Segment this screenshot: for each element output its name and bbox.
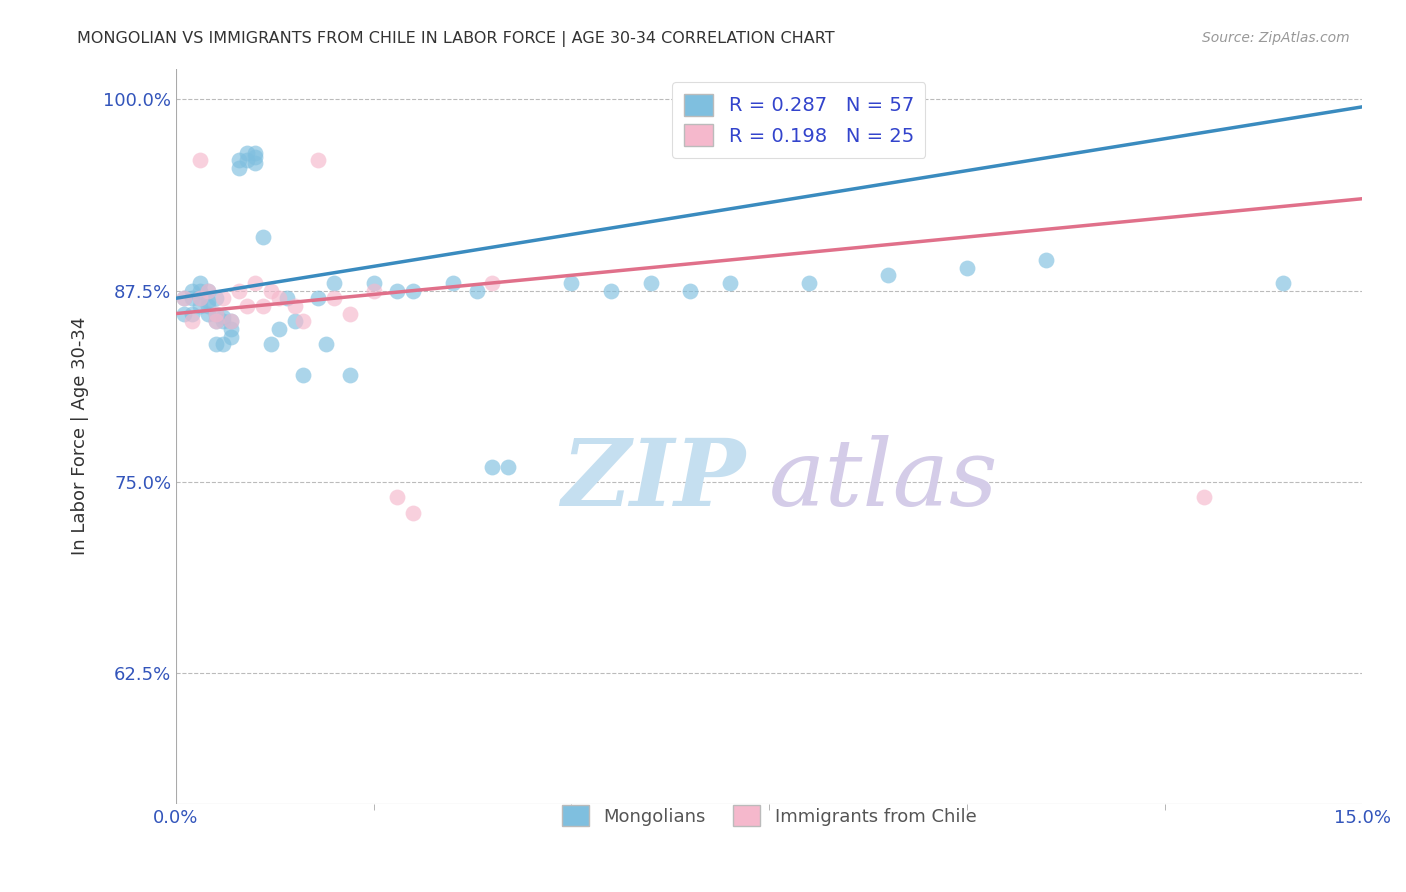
Point xyxy=(197,294,219,309)
Point xyxy=(291,368,314,382)
Point xyxy=(173,307,195,321)
Point xyxy=(363,284,385,298)
Text: atlas: atlas xyxy=(769,435,998,525)
Legend: Mongolians, Immigrants from Chile: Mongolians, Immigrants from Chile xyxy=(553,797,986,835)
Point xyxy=(188,299,211,313)
Point xyxy=(260,284,283,298)
Point xyxy=(197,307,219,321)
Point xyxy=(243,156,266,170)
Point xyxy=(441,276,464,290)
Point xyxy=(260,337,283,351)
Point xyxy=(180,307,202,321)
Point xyxy=(204,307,226,321)
Point xyxy=(1194,491,1216,505)
Point xyxy=(323,291,346,305)
Point xyxy=(243,276,266,290)
Point xyxy=(481,276,503,290)
Point xyxy=(640,276,662,290)
Point xyxy=(228,153,250,168)
Point xyxy=(339,307,361,321)
Point xyxy=(221,322,243,336)
Point xyxy=(797,276,820,290)
Point xyxy=(204,314,226,328)
Point xyxy=(236,153,259,168)
Point xyxy=(188,291,211,305)
Point xyxy=(560,276,582,290)
Point xyxy=(402,506,425,520)
Point xyxy=(212,291,235,305)
Point xyxy=(718,276,741,290)
Point xyxy=(315,337,337,351)
Point xyxy=(173,291,195,305)
Point xyxy=(180,291,202,305)
Point xyxy=(307,291,329,305)
Point xyxy=(387,491,409,505)
Point xyxy=(956,260,979,275)
Point xyxy=(197,284,219,298)
Point xyxy=(243,150,266,164)
Point xyxy=(1272,276,1295,290)
Point xyxy=(252,299,274,313)
Point xyxy=(402,284,425,298)
Point xyxy=(267,291,290,305)
Point xyxy=(243,145,266,160)
Y-axis label: In Labor Force | Age 30-34: In Labor Force | Age 30-34 xyxy=(72,317,89,556)
Point xyxy=(465,284,488,298)
Point xyxy=(180,284,202,298)
Point xyxy=(496,459,519,474)
Text: MONGOLIAN VS IMMIGRANTS FROM CHILE IN LABOR FORCE | AGE 30-34 CORRELATION CHART: MONGOLIAN VS IMMIGRANTS FROM CHILE IN LA… xyxy=(77,31,835,47)
Point xyxy=(236,145,259,160)
Point xyxy=(228,161,250,175)
Point xyxy=(221,314,243,328)
Point xyxy=(387,284,409,298)
Point xyxy=(877,268,900,283)
Point xyxy=(204,307,226,321)
Point xyxy=(363,276,385,290)
Point xyxy=(252,230,274,244)
Point xyxy=(221,314,243,328)
Point xyxy=(212,337,235,351)
Point xyxy=(204,314,226,328)
Point xyxy=(188,284,211,298)
Point xyxy=(221,329,243,343)
Point xyxy=(188,153,211,168)
Point xyxy=(291,314,314,328)
Point xyxy=(481,459,503,474)
Point xyxy=(228,284,250,298)
Text: ZIP: ZIP xyxy=(561,435,745,525)
Point xyxy=(236,299,259,313)
Point xyxy=(212,310,235,324)
Point xyxy=(212,314,235,328)
Text: Source: ZipAtlas.com: Source: ZipAtlas.com xyxy=(1202,31,1350,45)
Point xyxy=(267,322,290,336)
Point xyxy=(307,153,329,168)
Point xyxy=(679,284,702,298)
Point xyxy=(1035,252,1057,267)
Point xyxy=(197,284,219,298)
Point xyxy=(600,284,623,298)
Point xyxy=(188,276,211,290)
Point xyxy=(197,299,219,313)
Point xyxy=(339,368,361,382)
Point xyxy=(180,314,202,328)
Point xyxy=(173,291,195,305)
Point xyxy=(188,291,211,305)
Point xyxy=(284,299,307,313)
Point xyxy=(204,291,226,305)
Point xyxy=(323,276,346,290)
Point xyxy=(204,337,226,351)
Point xyxy=(276,291,298,305)
Point xyxy=(284,314,307,328)
